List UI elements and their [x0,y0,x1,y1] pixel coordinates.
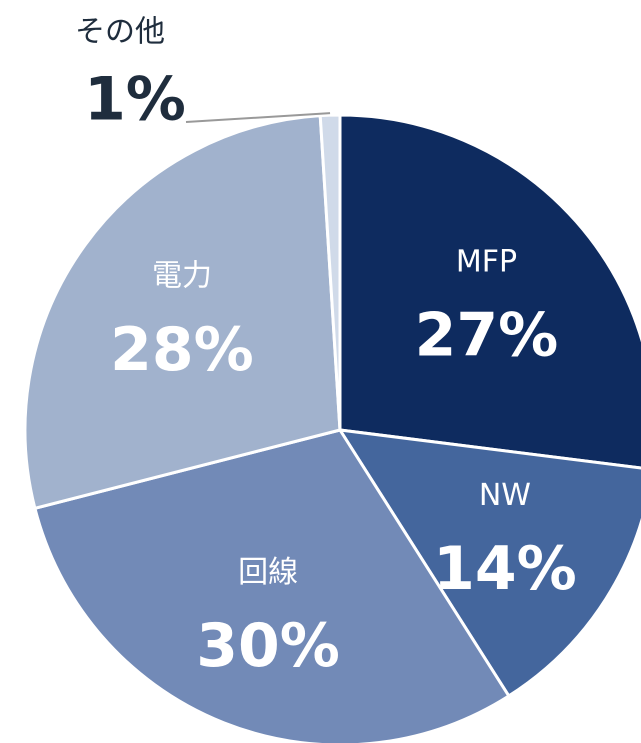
pie-slice [318,113,342,431]
slice-label: 回線 [238,555,298,590]
slice-value: 14% [433,534,577,604]
slice-value: 30% [196,611,340,681]
slice-value: 28% [110,315,254,385]
pie-slice [33,428,511,743]
slice-value: 1% [84,65,186,135]
slice-label: その他 [75,15,165,50]
pie-slice [338,113,641,470]
pie-slice [337,428,641,699]
pie-slice [23,114,342,511]
slice-label: MFP [456,244,517,279]
leader-line [185,112,331,123]
slice-value: 27% [415,300,559,370]
slice-label: NW [479,478,531,513]
slice-label: 電力 [152,259,212,294]
